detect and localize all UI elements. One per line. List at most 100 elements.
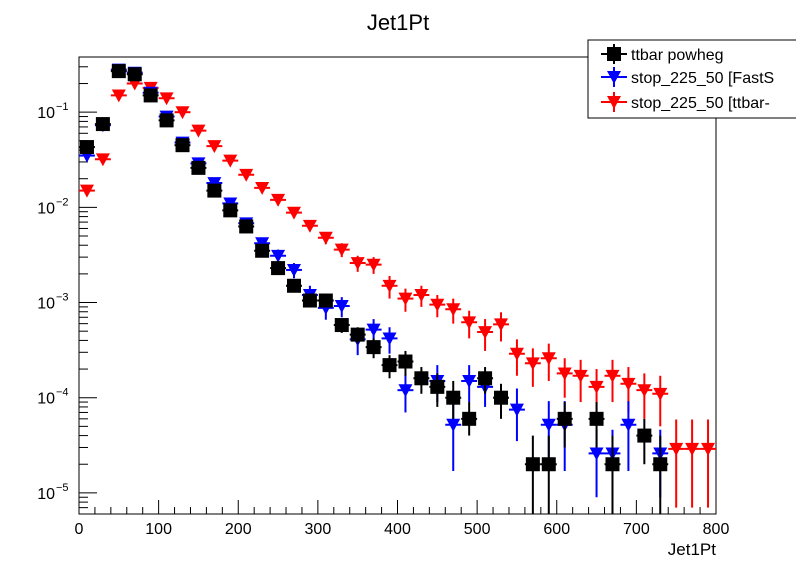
data-point xyxy=(286,206,301,220)
x-tick-label: 300 xyxy=(305,521,332,538)
x-tick-label: 700 xyxy=(623,521,650,538)
data-point xyxy=(430,379,445,394)
legend: ttbar powheg stop_225_50 [FastS stop_225… xyxy=(587,39,796,119)
x-tick-label: 600 xyxy=(543,521,570,538)
x-tick-label: 200 xyxy=(225,521,252,538)
data-point xyxy=(191,160,206,175)
y-tick-exponent: −3 xyxy=(56,292,69,304)
legend-marker xyxy=(607,96,621,109)
data-point xyxy=(398,384,413,398)
y-tick-label: 10 xyxy=(37,486,55,503)
data-point xyxy=(669,442,684,456)
data-point xyxy=(541,457,556,472)
y-tick-exponent: −1 xyxy=(56,101,69,113)
data-point xyxy=(398,354,413,369)
data-point xyxy=(637,428,652,443)
y-tick-label: 10 xyxy=(37,105,55,122)
y-tick-label: 10 xyxy=(37,296,55,313)
x-axis: 0 100 200 300 400 500 600 700 800 xyxy=(75,500,729,538)
y-axis: 10−510−410−310−210−1 xyxy=(37,66,97,515)
legend-label-stop-fastsim: stop_225_50 [FastS xyxy=(631,70,774,87)
data-point xyxy=(223,203,238,218)
data-point xyxy=(239,219,254,234)
data-point xyxy=(637,384,652,398)
y-tick-exponent: −4 xyxy=(56,387,69,399)
data-point xyxy=(175,106,190,120)
data-point xyxy=(286,263,301,277)
y-tick-exponent: −2 xyxy=(56,196,69,208)
data-point xyxy=(350,257,365,271)
data-point xyxy=(605,457,620,472)
data-point xyxy=(589,411,604,426)
legend-marker xyxy=(607,71,621,84)
data-point xyxy=(127,67,142,82)
data-point xyxy=(557,411,572,426)
data-point xyxy=(525,357,540,371)
series-2 xyxy=(79,77,716,508)
data-point xyxy=(446,418,461,432)
data-point xyxy=(589,447,604,461)
data-point xyxy=(382,358,397,373)
data-point xyxy=(350,327,365,342)
data-point xyxy=(653,387,668,401)
data-point xyxy=(334,318,349,333)
data-point xyxy=(207,183,222,198)
data-point xyxy=(366,340,381,355)
data-point xyxy=(302,293,317,308)
data-point xyxy=(79,184,94,198)
data-point xyxy=(95,153,110,167)
x-tick-label: 100 xyxy=(145,521,172,538)
data-point xyxy=(478,326,493,340)
data-point xyxy=(573,369,588,383)
data-point xyxy=(446,303,461,317)
data-point xyxy=(509,403,524,417)
data-point xyxy=(589,380,604,394)
data-point xyxy=(334,243,349,257)
data-point xyxy=(653,457,668,472)
data-point xyxy=(207,140,222,154)
data-point xyxy=(462,411,477,426)
data-point xyxy=(191,124,206,138)
x-tick-label: 400 xyxy=(384,521,411,538)
data-point xyxy=(541,418,556,432)
data-point xyxy=(414,289,429,302)
series-1 xyxy=(79,63,669,498)
data-point xyxy=(541,352,556,366)
data-point xyxy=(334,300,349,313)
series-0 xyxy=(79,64,669,514)
data-point xyxy=(239,168,254,182)
chart-title: Jet1Pt xyxy=(367,10,429,35)
legend-label-stop-ttbar: stop_225_50 [ttbar- xyxy=(631,95,770,112)
data-point xyxy=(271,193,286,207)
x-tick-label: 0 xyxy=(75,521,84,538)
data-point xyxy=(701,442,716,456)
data-point xyxy=(685,442,700,456)
legend-marker xyxy=(607,47,621,61)
data-point xyxy=(318,231,333,245)
data-point xyxy=(255,181,270,195)
data-point xyxy=(462,374,477,388)
data-point xyxy=(111,64,126,79)
data-point xyxy=(95,117,110,132)
data-point xyxy=(382,279,397,293)
data-point xyxy=(175,138,190,153)
data-point xyxy=(143,88,158,103)
data-point xyxy=(509,347,524,361)
y-tick-label: 10 xyxy=(37,200,55,217)
data-point xyxy=(366,258,381,272)
data-point xyxy=(478,371,493,386)
data-point xyxy=(494,390,509,405)
legend-label-ttbar-powheg: ttbar powheg xyxy=(631,47,724,64)
data-point xyxy=(111,89,126,103)
data-markers xyxy=(79,63,716,514)
legend-markers xyxy=(601,44,627,112)
data-point xyxy=(414,371,429,386)
data-point xyxy=(79,140,94,155)
data-point xyxy=(398,292,413,306)
y-tick-exponent: −5 xyxy=(56,482,69,494)
data-point xyxy=(605,369,620,383)
data-point xyxy=(286,278,301,293)
data-point xyxy=(462,316,477,330)
x-tick-label: 500 xyxy=(464,521,491,538)
